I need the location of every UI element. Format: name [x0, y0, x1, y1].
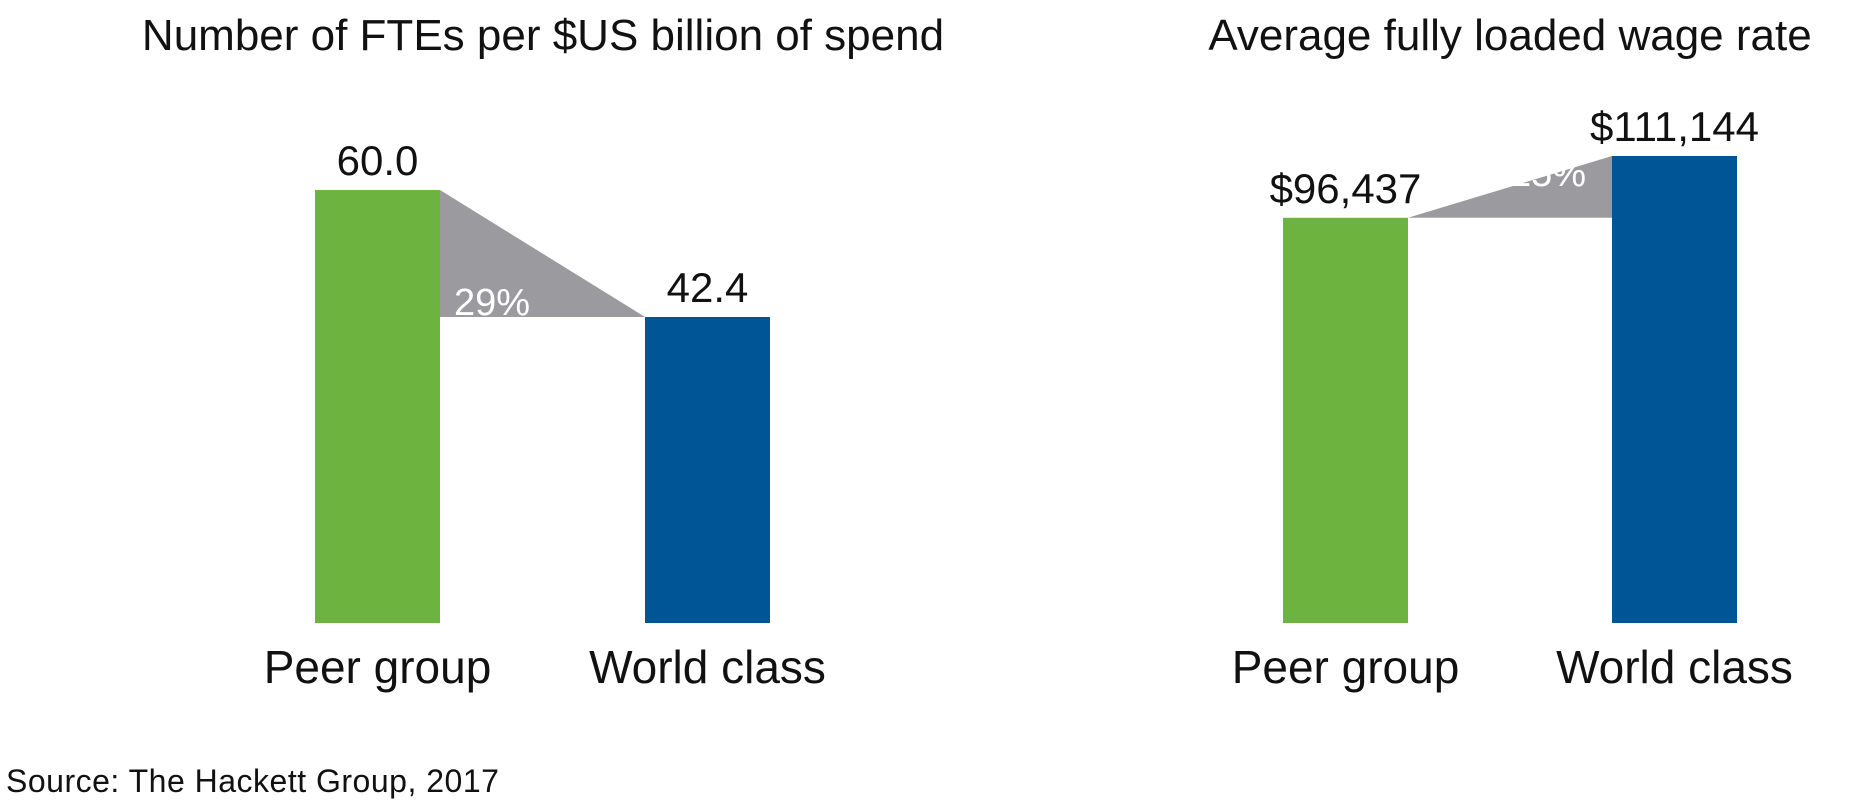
- chart-wage-value-world-class: $111,144: [1590, 103, 1759, 150]
- chart-fte-bar-peer-group: [315, 190, 440, 623]
- chart-fte-value-world-class: 42.4: [667, 264, 749, 311]
- chart-fte-difference-label: 29%: [454, 282, 530, 324]
- chart-wage-bar-peer-group: [1283, 217, 1408, 623]
- chart-wage-category-world-class: World class: [1556, 641, 1793, 693]
- chart-wage-difference-label: 15%: [1510, 153, 1586, 195]
- chart-fte: Number of FTEs per $US billion of spend …: [142, 11, 944, 693]
- chart-fte-category-world-class: World class: [589, 641, 826, 693]
- chart-wage-value-peer-group: $96,437: [1270, 165, 1422, 212]
- chart-wage-title: Average fully loaded wage rate: [1208, 11, 1811, 60]
- chart-wage-bar-world-class: [1612, 156, 1737, 623]
- chart-fte-title: Number of FTEs per $US billion of spend: [142, 11, 944, 60]
- source-note: Source: The Hackett Group, 2017: [6, 763, 500, 799]
- chart-wage-category-peer-group: Peer group: [1232, 641, 1460, 693]
- chart-wage-difference-connector: [1408, 156, 1612, 218]
- chart-fte-category-peer-group: Peer group: [264, 641, 492, 693]
- chart-wage: Average fully loaded wage rate $96,437 $…: [1208, 11, 1811, 693]
- chart-fte-bar-world-class: [645, 317, 770, 623]
- chart-fte-value-peer-group: 60.0: [337, 137, 419, 184]
- chart-fte-difference-connector: [440, 190, 645, 318]
